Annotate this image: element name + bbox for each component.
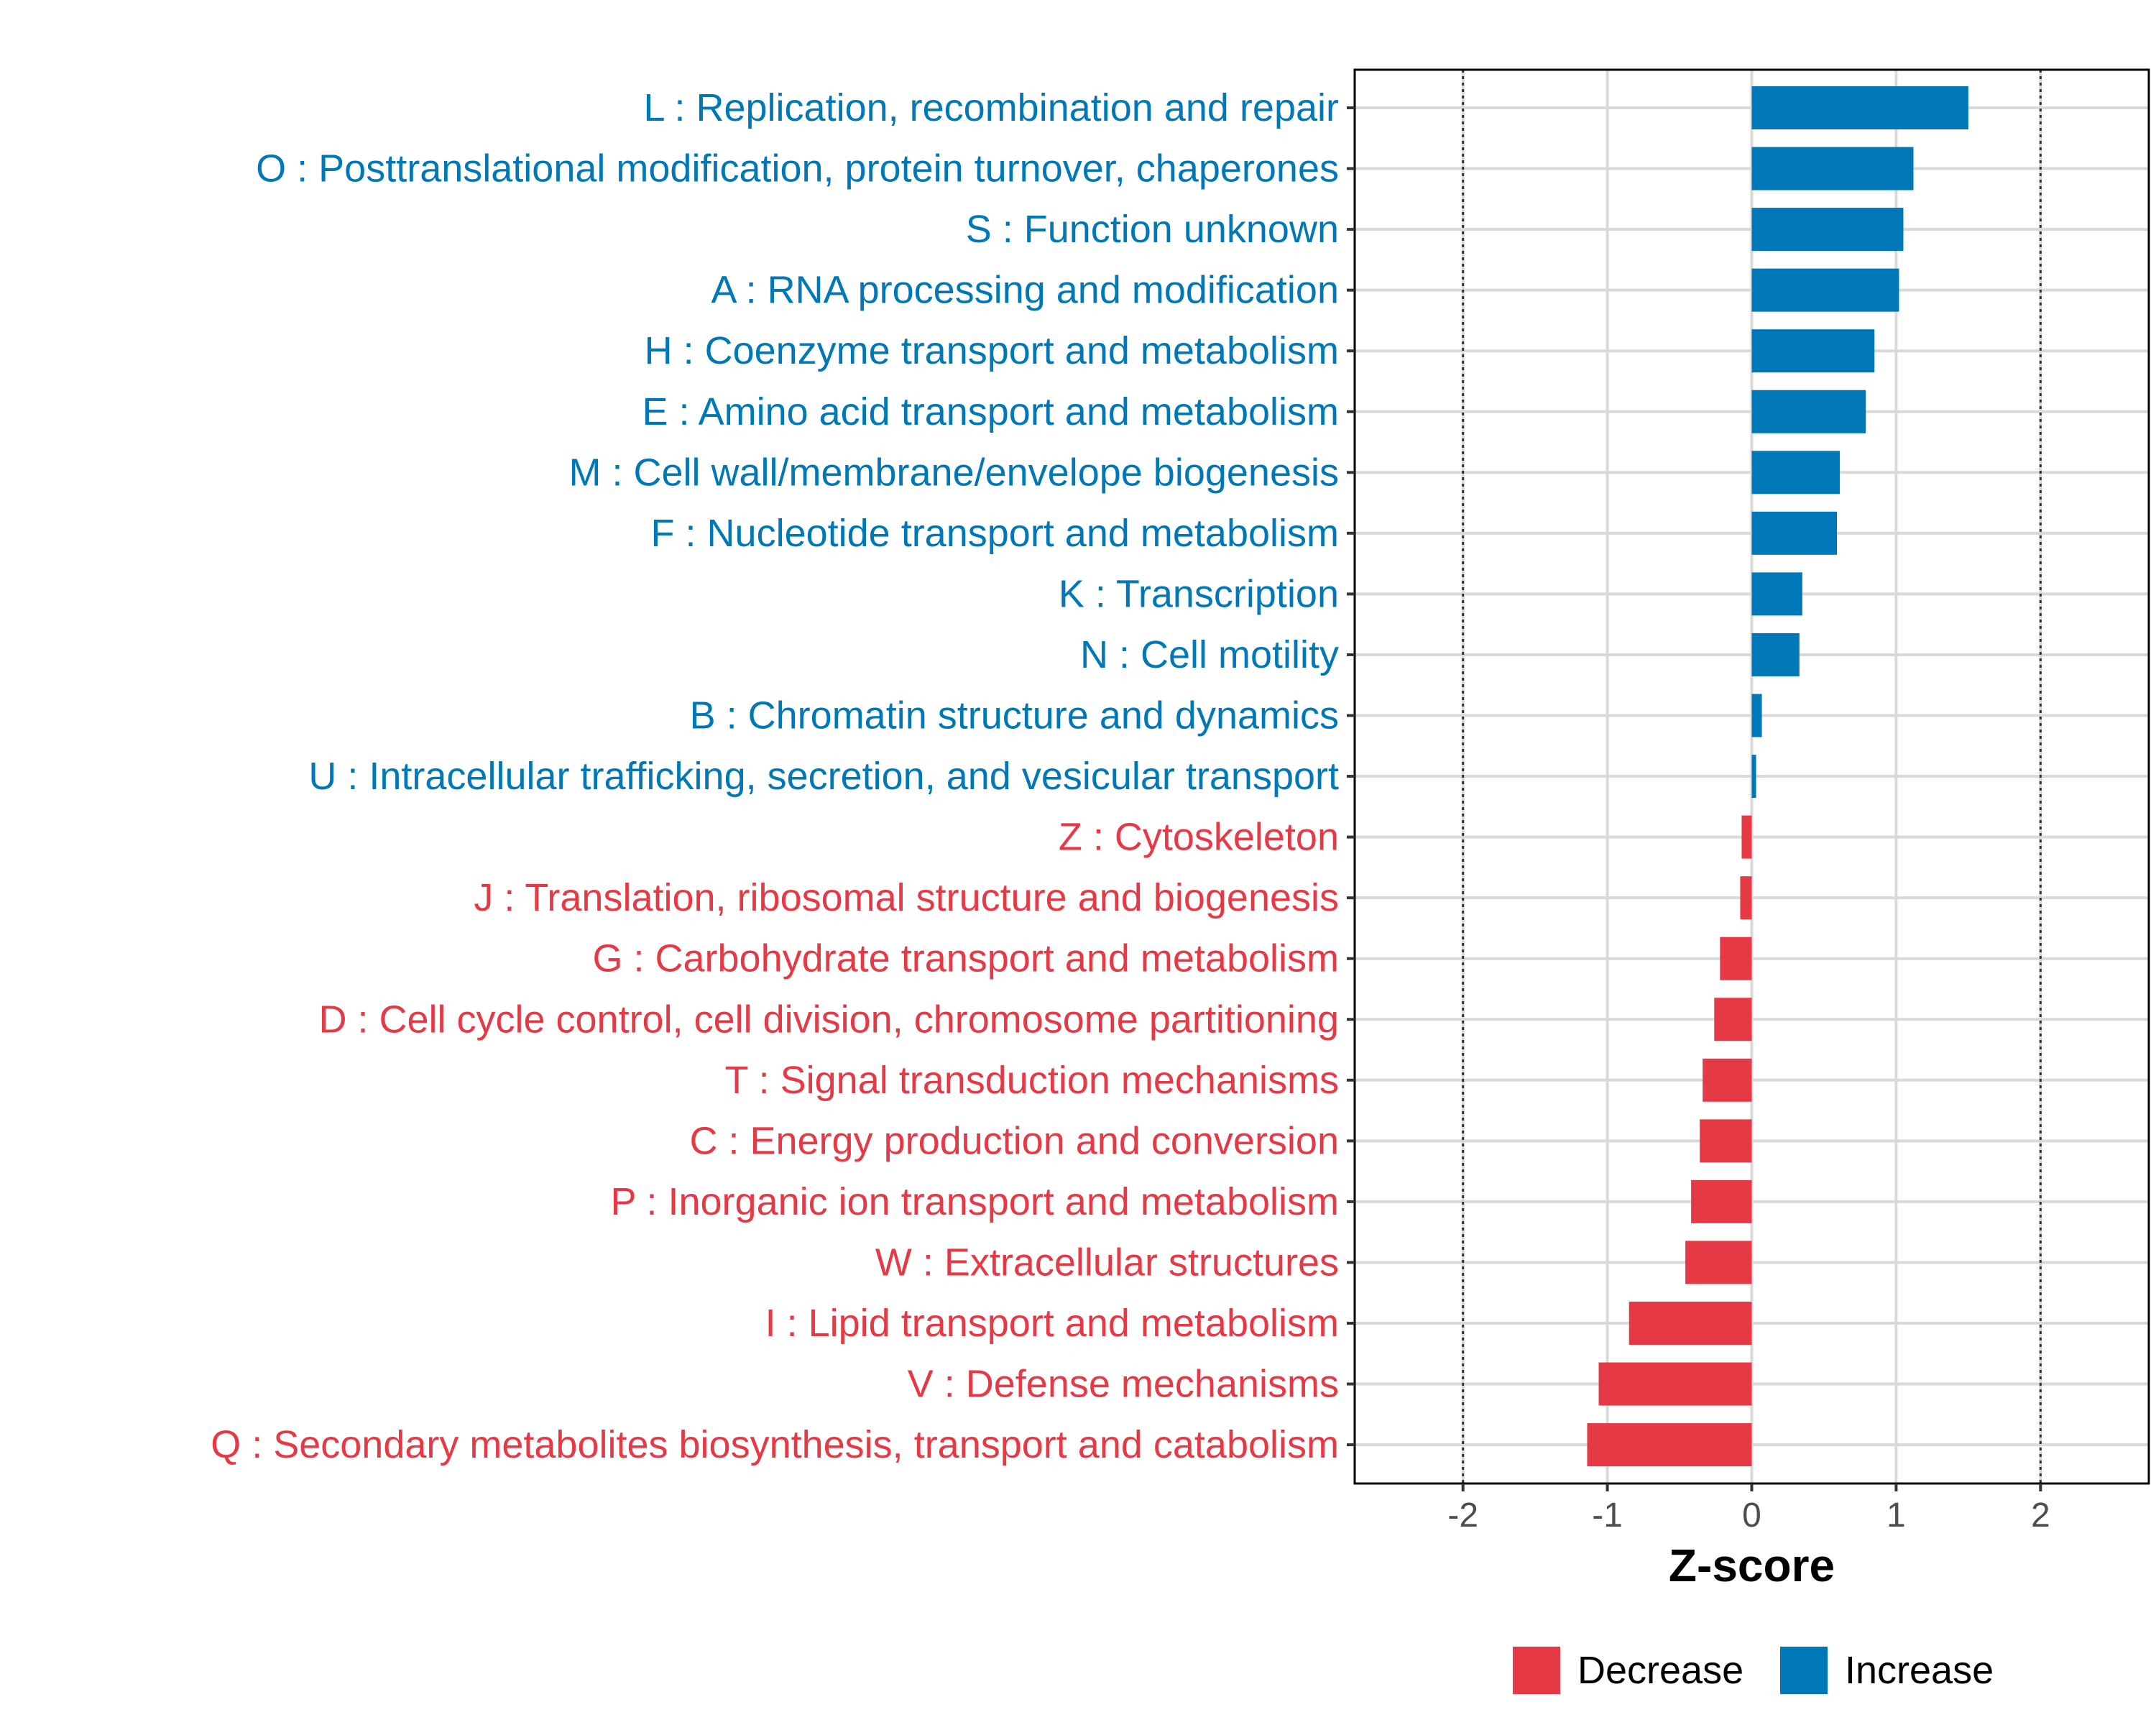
bar xyxy=(1751,572,1802,616)
bar-layer xyxy=(1587,86,1968,1467)
bar xyxy=(1751,208,1904,252)
bar xyxy=(1740,876,1752,920)
y-tick-label: O : Posttranslational modification, prot… xyxy=(256,147,1339,190)
bar xyxy=(1703,1058,1752,1102)
bar xyxy=(1751,390,1866,433)
bar xyxy=(1741,815,1752,859)
y-tick-label: L : Replication, recombination and repai… xyxy=(643,86,1339,129)
y-tick-label: D : Cell cycle control, cell division, c… xyxy=(318,998,1339,1041)
bar xyxy=(1587,1423,1752,1467)
bar xyxy=(1691,1179,1752,1223)
x-tick-label: -1 xyxy=(1592,1496,1623,1535)
y-tick-label: Q : Secondary metabolites biosynthesis, … xyxy=(211,1423,1339,1466)
bar xyxy=(1685,1241,1752,1284)
bar xyxy=(1751,511,1838,555)
bar xyxy=(1700,1119,1752,1163)
bar xyxy=(1751,268,1899,312)
y-tick-label: B : Chromatin structure and dynamics xyxy=(690,694,1339,737)
legend-label: Decrease xyxy=(1577,1649,1743,1692)
bar xyxy=(1751,86,1968,129)
bar xyxy=(1598,1362,1752,1406)
legend: Decrease Increase xyxy=(1513,1647,1994,1694)
x-tick-label: 1 xyxy=(1886,1496,1906,1535)
y-tick-label: U : Intracellular trafficking, secretion… xyxy=(308,755,1339,798)
legend-label: Increase xyxy=(1845,1649,1994,1692)
bar xyxy=(1751,147,1914,190)
legend-swatch xyxy=(1513,1647,1560,1694)
x-tick-label: -2 xyxy=(1447,1496,1478,1535)
y-tick-label: E : Amino acid transport and metabolism xyxy=(642,390,1339,433)
y-tick-label: Z : Cytoskeleton xyxy=(1059,816,1339,859)
y-tick-label: W : Extracellular structures xyxy=(875,1241,1339,1284)
bar xyxy=(1751,755,1756,799)
y-tick-label: F : Nucleotide transport and metabolism xyxy=(651,512,1339,555)
y-tick-label: T : Signal transduction mechanisms xyxy=(725,1059,1339,1102)
x-axis-title: Z-score xyxy=(1669,1540,1835,1591)
y-tick-label: H : Coenzyme transport and metabolism xyxy=(645,329,1339,372)
x-tick-label: 0 xyxy=(1742,1496,1761,1535)
y-axis: L : Replication, recombination and repai… xyxy=(211,86,1355,1466)
x-axis: -2 -1 0 1 2 xyxy=(1447,1484,2050,1535)
y-tick-label: C : Energy production and conversion xyxy=(689,1119,1339,1162)
y-tick-label: A : RNA processing and modification xyxy=(711,269,1339,312)
y-tick-label: K : Transcription xyxy=(1059,572,1339,615)
bar xyxy=(1751,451,1841,494)
bar xyxy=(1628,1302,1752,1345)
bar xyxy=(1714,998,1752,1041)
y-tick-label: G : Carbohydrate transport and metabolis… xyxy=(593,937,1340,980)
y-tick-label: I : Lipid transport and metabolism xyxy=(765,1302,1339,1345)
y-tick-label: N : Cell motility xyxy=(1080,633,1339,676)
bar xyxy=(1751,632,1800,676)
y-tick-label: P : Inorganic ion transport and metaboli… xyxy=(610,1180,1339,1223)
bar xyxy=(1720,937,1752,980)
bar xyxy=(1751,329,1875,373)
y-tick-label: M : Cell wall/membrane/envelope biogenes… xyxy=(568,451,1339,494)
y-tick-label: J : Translation, ribosomal structure and… xyxy=(474,876,1339,919)
x-tick-label: 2 xyxy=(2031,1496,2050,1535)
y-tick-label: V : Defense mechanisms xyxy=(908,1363,1339,1406)
legend-swatch xyxy=(1780,1647,1828,1694)
bar xyxy=(1751,694,1762,737)
y-tick-label: S : Function unknown xyxy=(966,208,1339,251)
